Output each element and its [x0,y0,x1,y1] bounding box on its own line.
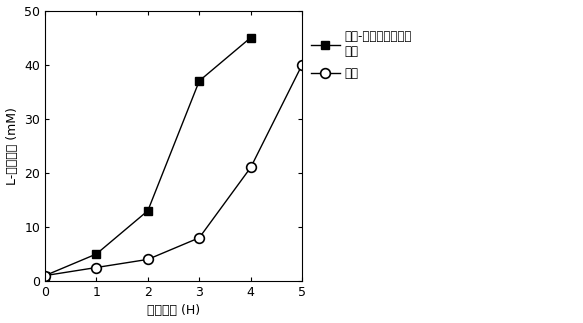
Line: 「糖-アルカリ溶液」
添加: 「糖-アルカリ溶液」 添加 [41,34,255,280]
対照 [196,236,203,240]
対照 [41,274,48,277]
対照 [93,266,100,269]
対照 [247,165,254,169]
対照 [298,63,305,67]
Line: 対照: 対照 [40,60,307,280]
Y-axis label: L-乳酸濃度 (mM): L-乳酸濃度 (mM) [6,107,19,185]
「糖-アルカリ溶液」
添加 [93,252,100,256]
「糖-アルカリ溶液」
添加 [247,36,254,39]
「糖-アルカリ溶液」
添加 [145,209,152,213]
「糖-アルカリ溶液」
添加 [41,274,48,277]
X-axis label: 発酵時間 (H): 発酵時間 (H) [147,305,200,318]
対照 [145,257,152,261]
「糖-アルカリ溶液」
添加 [196,79,203,83]
Legend: 「糖-アルカリ溶液」
添加, 対照: 「糖-アルカリ溶液」 添加, 対照 [311,30,412,80]
